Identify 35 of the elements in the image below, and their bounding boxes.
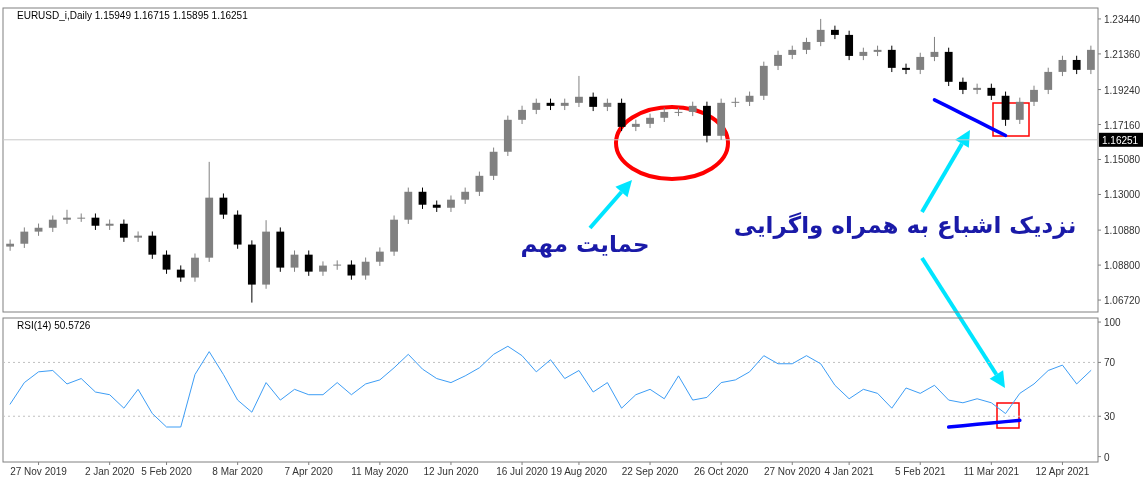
y-tick-label: 1.06720 bbox=[1104, 295, 1141, 307]
y-tick-label: 1.15080 bbox=[1104, 154, 1141, 166]
chart-title: RSI(14) 50.5726 bbox=[17, 320, 91, 331]
x-tick-label: 26 Oct 2020 bbox=[693, 466, 749, 477]
x-tick-label: 11 May 2020 bbox=[351, 466, 409, 477]
y-tick-label: 100 bbox=[1104, 317, 1122, 329]
y-tick-label: 1.10880 bbox=[1104, 225, 1141, 237]
x-tick-label: 5 Feb 2021 bbox=[894, 466, 946, 477]
x-tick-label: 2 Jan 2020 bbox=[84, 466, 135, 477]
y-tick-label: 30 bbox=[1104, 411, 1116, 423]
y-tick-label: 70 bbox=[1104, 357, 1116, 369]
annotation: نزدیک اشباع به همراه واگرایی bbox=[733, 212, 1077, 239]
x-tick-label: 4 Jan 2021 bbox=[824, 466, 875, 477]
annotation: حمایت مهم bbox=[520, 231, 650, 258]
x-tick-label: 27 Nov 2020 bbox=[763, 466, 822, 477]
x-tick-label: 7 Apr 2020 bbox=[284, 466, 334, 477]
chart-title: EURUSD_i,Daily 1.15949 1.16715 1.15895 1.16251 bbox=[17, 10, 249, 21]
ref-line-label: 1.16251 bbox=[1102, 134, 1139, 146]
y-tick-label: 0 bbox=[1104, 451, 1110, 463]
x-tick-label: 8 Mar 2020 bbox=[212, 466, 264, 477]
x-tick-label: 27 Nov 2019 bbox=[10, 466, 68, 477]
y-tick-label: 1.08800 bbox=[1104, 260, 1141, 272]
y-tick-label: 1.23440 bbox=[1104, 13, 1141, 25]
x-tick-label: 12 Apr 2021 bbox=[1035, 466, 1090, 477]
x-tick-label: 19 Aug 2020 bbox=[550, 466, 608, 477]
y-tick-label: 1.21360 bbox=[1104, 48, 1141, 60]
x-tick-label: 11 Mar 2021 bbox=[963, 466, 1020, 477]
x-tick-label: 12 Jun 2020 bbox=[423, 466, 479, 477]
y-tick-label: 1.19240 bbox=[1104, 84, 1141, 96]
x-tick-label: 16 Jul 2020 bbox=[496, 466, 549, 477]
y-tick-label: 1.13000 bbox=[1104, 189, 1141, 201]
line-series bbox=[9, 345, 1092, 428]
x-tick-label: 22 Sep 2020 bbox=[621, 466, 679, 477]
x-tick-label: 5 Feb 2020 bbox=[141, 466, 193, 477]
y-tick-label: 1.17160 bbox=[1104, 119, 1141, 131]
